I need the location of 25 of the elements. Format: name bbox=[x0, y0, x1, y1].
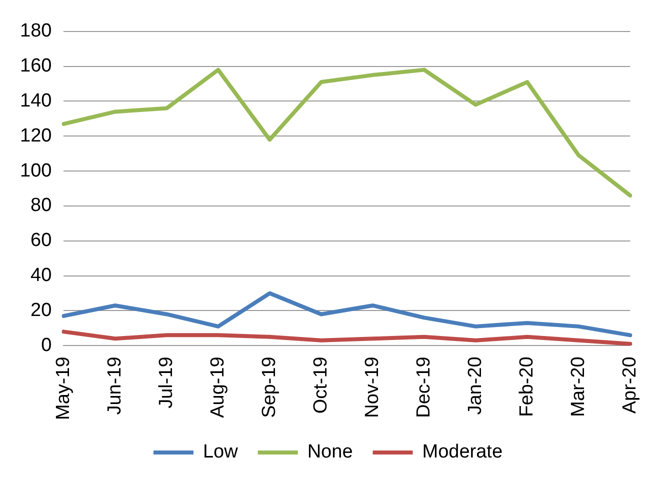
x-tick-label: Sep-19 bbox=[258, 356, 280, 418]
x-tick-label: Jun-19 bbox=[104, 356, 126, 415]
y-tick-label: 0 bbox=[41, 334, 52, 356]
x-tick-label: Feb-20 bbox=[516, 356, 538, 417]
y-tick-label: 40 bbox=[30, 265, 52, 286]
x-tick-label: Dec-19 bbox=[413, 356, 434, 418]
y-tick-label: 140 bbox=[20, 90, 52, 112]
x-tick-label: Aug-19 bbox=[207, 356, 228, 418]
y-tick-label: 60 bbox=[30, 230, 52, 252]
y-tick-label: 100 bbox=[20, 160, 52, 182]
y-tick-label: 120 bbox=[20, 125, 52, 146]
x-tick-label: Oct-19 bbox=[310, 356, 332, 414]
x-tick-label: May-19 bbox=[52, 356, 74, 420]
x-tick-label: Apr-20 bbox=[619, 356, 640, 414]
legend-label: None bbox=[307, 442, 353, 463]
x-tick-label: Jan-20 bbox=[464, 356, 486, 415]
y-tick-label: 80 bbox=[30, 195, 52, 216]
y-tick-label: 160 bbox=[20, 56, 52, 77]
y-tick-label: 20 bbox=[30, 300, 52, 321]
x-tick-label: Mar-20 bbox=[568, 356, 589, 417]
legend-label: Moderate bbox=[422, 442, 503, 463]
x-tick-label: Nov-19 bbox=[362, 356, 383, 418]
y-tick-label: 180 bbox=[20, 20, 52, 42]
x-tick-label: Jul-19 bbox=[156, 356, 177, 408]
legend-label: Low bbox=[202, 442, 238, 463]
